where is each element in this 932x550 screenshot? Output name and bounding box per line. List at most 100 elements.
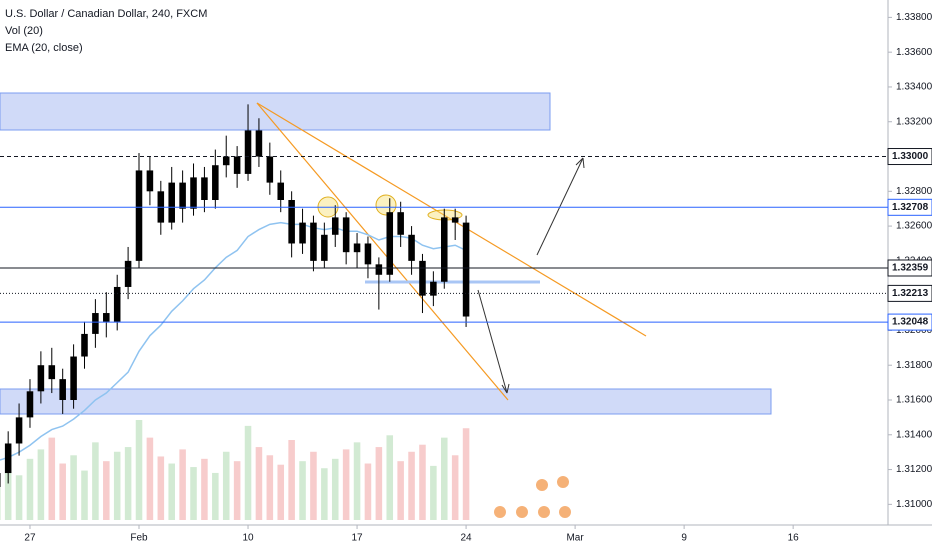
volume-bar <box>201 458 208 520</box>
candle-body <box>92 313 99 334</box>
volume-bar <box>419 444 426 520</box>
volume-bar <box>26 458 34 520</box>
candle-body <box>397 212 404 235</box>
candle-body <box>48 365 56 380</box>
volume-bar <box>146 437 154 520</box>
trend-line <box>256 102 509 401</box>
volume-bar <box>321 468 328 520</box>
price-tag-label: 1.32359 <box>892 263 929 274</box>
highlight <box>375 194 397 216</box>
candle-body <box>375 264 383 275</box>
chart-title: U.S. Dollar / Canadian Dollar, 240, FXCM <box>5 8 207 20</box>
volume-bar <box>277 464 285 520</box>
price-tag-label: 1.32213 <box>892 288 929 299</box>
candle-body <box>135 170 143 261</box>
volume-bar <box>81 470 88 520</box>
volume-bar <box>451 455 459 520</box>
volume-bar <box>288 440 295 520</box>
volume-bar <box>364 463 372 520</box>
arrow-head <box>501 383 510 394</box>
y-tick-label: 1.31600 <box>896 395 932 406</box>
candle-body <box>103 313 110 322</box>
candle-body <box>201 177 208 200</box>
candle-body <box>168 182 175 223</box>
candle-body <box>37 365 45 392</box>
volume-bar <box>233 461 241 520</box>
price-tag <box>887 148 932 166</box>
candle-body <box>299 222 306 244</box>
candle-body <box>451 217 459 223</box>
x-tick-label: 24 <box>461 533 473 544</box>
arrow <box>477 289 508 394</box>
candle-body <box>70 356 77 400</box>
volume-bar <box>15 475 23 520</box>
arrow-head <box>575 157 585 169</box>
volume-bar <box>430 465 437 520</box>
candle-body <box>266 156 274 183</box>
price-tag <box>887 198 932 216</box>
volume-bar <box>59 463 66 520</box>
y-tick-label: 1.33400 <box>896 82 932 93</box>
volume-bar <box>4 467 12 520</box>
price-tag <box>887 259 932 277</box>
candle-body <box>462 222 470 317</box>
volume-bar <box>375 447 383 520</box>
volume-bar <box>179 449 186 520</box>
indicator-label: Vol (20) <box>5 25 43 37</box>
candle-body <box>277 182 285 200</box>
volume-bar <box>255 447 263 520</box>
y-tick-label: 1.33200 <box>896 116 932 127</box>
y-tick-label: 1.32600 <box>896 221 932 232</box>
candle-body <box>124 260 132 287</box>
volume-bar <box>310 451 317 520</box>
y-tick-label: 1.32800 <box>896 186 932 197</box>
volume-bar <box>113 451 121 520</box>
candle-body <box>288 200 295 244</box>
candle-body <box>212 165 219 200</box>
volume-bar <box>103 461 110 520</box>
x-tick-label: Feb <box>130 533 148 544</box>
price-tag <box>887 284 932 302</box>
candle-body <box>310 222 317 261</box>
y-tick-label: 1.31800 <box>896 360 932 371</box>
price-tag-label: 1.32048 <box>892 317 929 328</box>
volume-bar <box>124 447 132 520</box>
volume-bar <box>222 451 230 520</box>
price-tag-label: 1.33000 <box>892 151 929 162</box>
candle-body <box>255 130 263 157</box>
candle-body <box>26 391 34 418</box>
volume-bar <box>331 458 339 520</box>
candle-body <box>408 234 415 261</box>
volume-bar <box>386 435 394 520</box>
volume-bar <box>408 451 415 520</box>
candle-body <box>233 156 241 174</box>
candle-body <box>190 177 197 209</box>
y-tick-label: 1.31000 <box>896 499 932 510</box>
volume-bar <box>212 472 219 520</box>
candle-body <box>244 130 252 174</box>
volume-bar <box>48 437 56 520</box>
volume-bar <box>135 420 143 520</box>
volume-bar <box>353 442 361 520</box>
x-tick-label: 16 <box>788 533 800 544</box>
x-tick-label: 17 <box>351 533 363 544</box>
x-tick-label: 10 <box>242 533 254 544</box>
indicator-label: EMA (20, close) <box>5 42 83 54</box>
volume-bar <box>190 467 197 520</box>
volume-bar <box>37 449 45 520</box>
volume-bar <box>92 442 99 520</box>
x-tick-label: Mar <box>566 533 584 544</box>
volume-bar <box>0 484 1 520</box>
volume-bar <box>244 425 252 520</box>
candle-body <box>113 286 121 322</box>
arrow <box>536 157 584 256</box>
candle-body <box>353 243 361 253</box>
candle-body <box>441 217 448 282</box>
y-tick-label: 1.31200 <box>896 464 932 475</box>
candle-body <box>331 217 339 235</box>
volume-bar <box>266 455 274 520</box>
candle-body <box>222 156 230 166</box>
volume-bar <box>168 463 175 520</box>
y-tick-label: 1.33600 <box>896 47 932 58</box>
